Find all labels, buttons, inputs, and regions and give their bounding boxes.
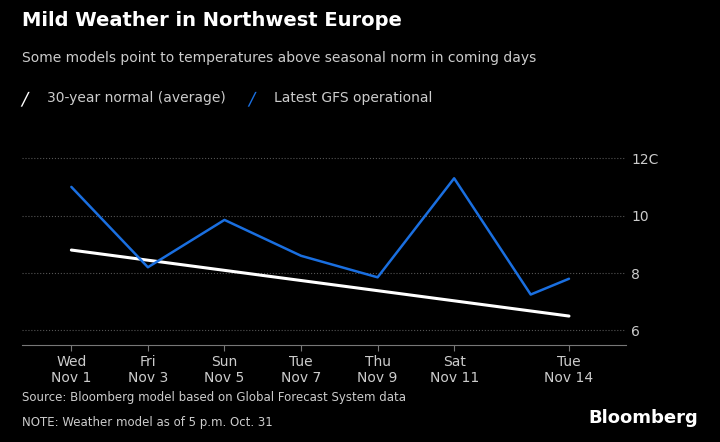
Text: 30-year normal (average): 30-year normal (average) bbox=[47, 91, 225, 105]
Text: Bloomberg: Bloomberg bbox=[589, 408, 698, 427]
Text: Source: Bloomberg model based on Global Forecast System data: Source: Bloomberg model based on Global … bbox=[22, 391, 405, 404]
Text: ∕: ∕ bbox=[22, 91, 28, 109]
Text: NOTE: Weather model as of 5 p.m. Oct. 31: NOTE: Weather model as of 5 p.m. Oct. 31 bbox=[22, 416, 272, 429]
Text: Mild Weather in Northwest Europe: Mild Weather in Northwest Europe bbox=[22, 11, 402, 30]
Text: Latest GFS operational: Latest GFS operational bbox=[274, 91, 432, 105]
Text: Some models point to temperatures above seasonal norm in coming days: Some models point to temperatures above … bbox=[22, 51, 536, 65]
Text: ∕: ∕ bbox=[248, 91, 255, 109]
